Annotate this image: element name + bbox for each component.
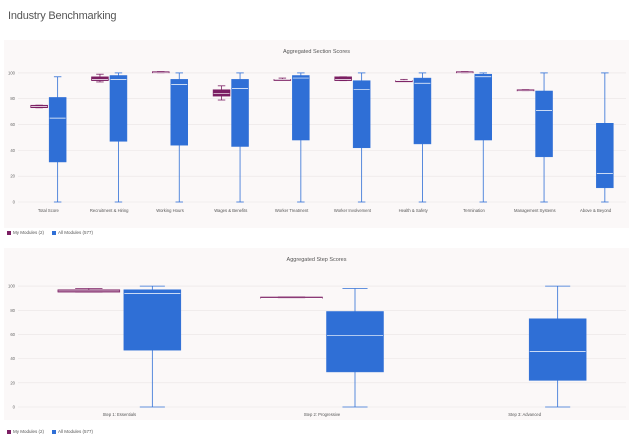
legend-item-all-modules[interactable]: All Modules (577) <box>52 230 93 235</box>
box-my-modules-step-1-essentials <box>57 288 121 293</box>
legend-item-all-modules[interactable]: All Modules (577) <box>52 429 93 434</box>
y-tick-label: 100 <box>8 284 16 289</box>
box-body <box>352 80 371 149</box>
box-my-modules-health-safety <box>395 78 413 83</box>
y-tick-label: 80 <box>10 308 15 313</box>
box-body <box>123 289 182 351</box>
box-body <box>413 77 432 145</box>
box-body <box>528 318 587 381</box>
y-tick-label: 60 <box>10 122 15 127</box>
box-all-modules-working-hours <box>170 72 188 203</box>
box-body <box>535 90 553 158</box>
box-my-modules-recruitment-hiring <box>91 73 109 83</box>
box-body <box>334 76 352 81</box>
chart-title: Aggregated Step Scores <box>287 257 347 263</box>
x-tick-label-recruitment-hiring: Recruitment & Hiring <box>90 208 129 213</box>
y-tick-label: 0 <box>13 200 16 205</box>
box-all-modules-step-1-essentials <box>123 285 182 408</box>
x-tick-label-above-beyond: Above & Beyond <box>580 208 612 213</box>
legend-label-my-modules: My Modules (2) <box>13 230 45 235</box>
legend-label-my-modules: My Modules (2) <box>13 429 45 434</box>
box-all-modules-health-safety <box>413 72 432 203</box>
y-tick-label: 60 <box>10 332 15 337</box>
box-all-modules-management-systems <box>535 72 553 203</box>
x-tick-label-termination: Termination <box>463 208 485 213</box>
box-all-modules-worker-involvement <box>352 72 371 203</box>
y-tick-label: 0 <box>13 405 16 410</box>
page-title: Industry Benchmarking <box>8 10 117 22</box>
box-body <box>292 75 310 141</box>
box-all-modules-termination <box>474 72 492 203</box>
box-body <box>109 75 128 142</box>
x-tick-label-wages-benefits: Wages & Benefits <box>214 208 247 213</box>
x-tick-label-worker-treatment: Worker Treatment <box>275 208 309 213</box>
step-scores-chart: Aggregated Step Scores 0 20 40 60 80 100 Step 1… <box>4 248 629 420</box>
box-all-modules-recruitment-hiring <box>109 72 128 203</box>
step-scores-legend[interactable]: My Modules (2) All Modules (577) <box>7 429 97 434</box>
x-tick-label-management-systems: Management Systems <box>514 208 556 213</box>
box-all-modules-worker-treatment <box>292 72 310 203</box>
box-all-modules-total-score <box>48 76 67 203</box>
section-scores-chart: Aggregated Section Scores 0 20 40 60 80 100 Tot… <box>4 40 629 228</box>
box-all-modules-step-2-progressive <box>326 288 384 408</box>
x-tick-label-working-hours: Working Hours <box>156 208 184 213</box>
box-my-modules-wages-benefits <box>212 85 231 101</box>
box-body <box>474 73 492 141</box>
box-my-modules-worker-involvement <box>334 76 352 82</box>
box-my-modules-management-systems <box>516 89 535 92</box>
legend-swatch-all-modules <box>52 230 57 235</box>
box-all-modules-step-3-advanced <box>528 285 587 408</box>
chart-title: Aggregated Section Scores <box>283 49 350 55</box>
x-tick-label-step-2-progressive: Step 2: Progressive <box>304 412 341 417</box>
box-body <box>48 97 67 163</box>
x-tick-label-total-score: Total Score <box>38 208 60 213</box>
box-body <box>326 311 384 373</box>
box-my-modules-working-hours <box>152 71 170 74</box>
legend-label-all-modules: All Modules (577) <box>58 429 94 434</box>
box-my-modules-step-2-progressive <box>260 296 323 299</box>
box-my-modules-total-score <box>30 104 48 109</box>
y-tick-label: 40 <box>10 148 15 153</box>
legend-swatch-my-modules <box>7 230 11 235</box>
step-scores-svg: Aggregated Step Scores 0 20 40 60 80 100 Step 1… <box>8 257 626 417</box>
box-body <box>212 89 231 97</box>
legend-item-my-modules[interactable]: My Modules (2) <box>7 429 44 434</box>
y-tick-label: 40 <box>10 356 15 361</box>
y-tick-label: 20 <box>10 380 15 385</box>
box-my-modules-worker-treatment <box>273 77 292 81</box>
box-body <box>91 76 109 81</box>
box-body <box>170 79 188 146</box>
section-scores-svg: Aggregated Section Scores 0 20 40 60 80 100 Tot… <box>8 49 626 213</box>
box-my-modules-termination <box>456 71 474 74</box>
x-tick-label-worker-involvement: Worker Involvement <box>334 208 372 213</box>
x-tick-label-step-1-essentials: Step 1: Essentials <box>103 412 137 417</box>
legend-swatch-all-modules <box>52 429 57 434</box>
box-all-modules-above-beyond <box>596 72 614 203</box>
box-all-modules-wages-benefits <box>231 72 249 203</box>
y-tick-label: 20 <box>10 174 15 179</box>
legend-swatch-my-modules <box>7 429 11 434</box>
y-tick-label: 100 <box>8 70 16 75</box>
box-body <box>596 123 614 189</box>
legend-item-my-modules[interactable]: My Modules (2) <box>7 230 44 235</box>
section-scores-legend[interactable]: My Modules (2) All Modules (577) <box>7 230 97 235</box>
legend-label-all-modules: All Modules (577) <box>58 230 94 235</box>
y-tick-label: 80 <box>10 96 15 101</box>
x-tick-label-step-3-advanced: Step 3: Advanced <box>508 412 541 417</box>
box-body <box>231 79 249 147</box>
x-tick-label-health-safety: Health & Safety <box>399 208 429 213</box>
